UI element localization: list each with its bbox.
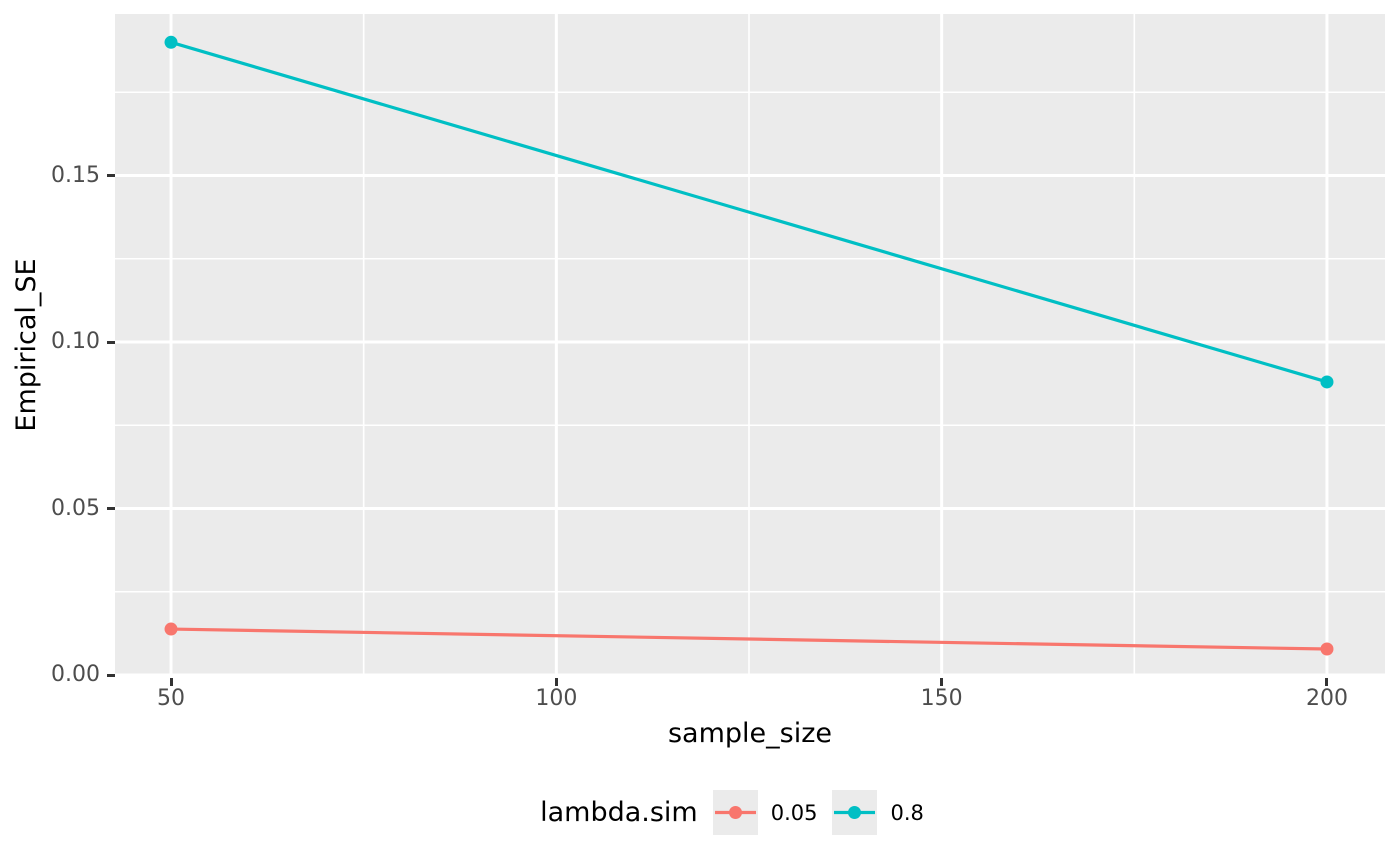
legend-entry-0.05: 0.05 [712,790,818,835]
legend-key-icon [832,790,878,835]
x-tick-label: 100 [535,686,578,711]
x-axis-title: sample_size [667,718,833,749]
x-tick-mark [169,678,173,686]
y-tick-label: 0.15 [51,162,100,188]
plot-panel [115,14,1385,676]
data-point-0.05 [164,622,178,636]
legend-label: 0.05 [770,800,818,825]
y-axis-title: Empirical_SE [11,258,42,432]
x-tick-label: 200 [1305,686,1348,711]
y-tick-mark [107,340,115,344]
y-tick-mark [107,673,115,677]
x-tick-mark [1325,678,1329,686]
y-tick-mark [107,507,115,510]
legend-key-icon [712,790,758,835]
plot-area [115,14,1385,676]
legend-entry-0.8: 0.8 [832,790,924,835]
x-tick-label: 50 [157,686,186,711]
data-point-0.8 [164,35,178,49]
data-point-0.8 [1320,375,1334,389]
x-tick-mark [554,678,558,686]
series-line-0.05 [170,627,1327,651]
y-tick-label: 0.05 [51,495,100,521]
series-line-0.8 [170,40,1328,384]
x-tick-mark [940,678,944,686]
x-tick-label: 150 [920,686,963,711]
data-point-0.05 [1320,642,1334,656]
legend: lambda.sim 0.05 0.8 [32,790,1400,835]
legend-title: lambda.sim [540,797,698,828]
y-tick-mark [107,174,115,177]
y-tick-label: 0.10 [51,329,100,354]
y-tick-label: 0.00 [51,662,100,687]
legend-label: 0.8 [890,800,924,825]
legend-entries: 0.05 0.8 [712,790,924,835]
